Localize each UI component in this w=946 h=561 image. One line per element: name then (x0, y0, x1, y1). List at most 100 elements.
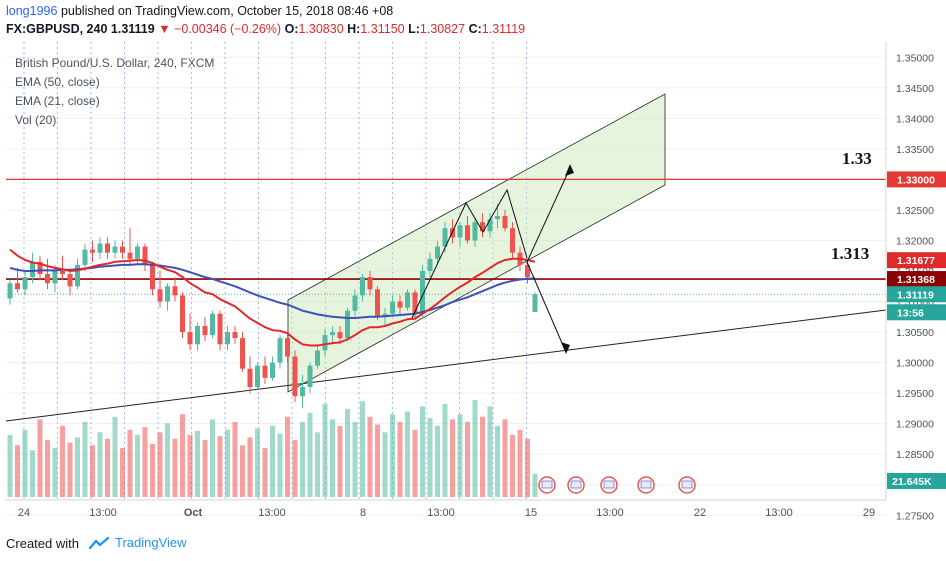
candle-body (112, 246, 118, 253)
open-label: O: (284, 22, 299, 36)
candle-body (397, 301, 403, 308)
volume-bar (255, 428, 260, 497)
close-value: 1.31119 (481, 22, 526, 36)
legend-volume: Vol (20) (15, 113, 57, 127)
volume-bar (150, 443, 155, 497)
flag-glyph-icon (681, 480, 693, 489)
time-tick-label: 13:00 (427, 507, 455, 519)
volume-bar (120, 447, 125, 497)
candle-body (232, 332, 238, 339)
chart-legend: British Pound/U.S. Dollar, 240, FXCM EMA… (15, 54, 214, 130)
low-label: L: (408, 22, 420, 36)
candle-body (435, 246, 440, 259)
candle-body (120, 246, 125, 253)
volume-bar (15, 445, 20, 497)
volume-bar (82, 421, 88, 497)
trend-line-support (5, 309, 887, 422)
volume-bar (532, 473, 538, 497)
high-label: H: (347, 22, 361, 36)
flag-glyph-icon (640, 480, 652, 489)
candle-body (330, 332, 335, 336)
arrow-head-down-icon (561, 342, 570, 354)
volume-bar (345, 409, 350, 497)
volume-bar (465, 421, 470, 497)
candle-body (375, 289, 380, 317)
price-chart[interactable]: 1.35000 1.34500 1.34000 1.33500 1.33000 1.325… (0, 40, 946, 526)
time-tick-label: 8 (360, 507, 366, 519)
volume-bar (75, 437, 80, 497)
flag-glyph-icon (541, 480, 553, 489)
candle-body (142, 246, 148, 265)
time-tick-label: 15 (525, 507, 537, 519)
time-tick-label: 13:00 (258, 507, 286, 519)
price-tick-label: 1.28500 (896, 449, 934, 461)
volume-bar (90, 445, 95, 497)
candle-body (187, 332, 193, 345)
author-link[interactable]: long1996 (6, 4, 58, 18)
volume-bar (60, 425, 65, 497)
volume-bar (517, 429, 523, 497)
candle-body (465, 225, 470, 241)
volume-bar (37, 419, 43, 497)
candle-body (195, 325, 200, 345)
candle-body (67, 274, 73, 287)
candle-body (412, 292, 418, 314)
volume-bar (480, 416, 485, 497)
volume-bar (360, 401, 365, 497)
price-badge (887, 252, 946, 269)
candle-body (247, 368, 253, 388)
arrow-head-up-icon (565, 164, 574, 176)
volume-bar (420, 406, 425, 497)
publish-info: published on TradingView.com, October 15… (60, 4, 394, 18)
volume-bar (105, 438, 110, 497)
last-price: 1.31119 (110, 22, 155, 36)
volume-bar (315, 432, 320, 497)
volume-bar (210, 419, 215, 497)
price-tick-label: 1.27500 (896, 510, 934, 522)
candle-body (37, 261, 43, 275)
flag-glyph-icon (603, 480, 615, 489)
volume-bar (232, 421, 238, 497)
price-tick-label: 1.33500 (896, 144, 934, 156)
volume-bar (270, 425, 275, 497)
volume-bar (67, 442, 73, 497)
candle-body (292, 356, 298, 397)
time-tick-label: 22 (694, 507, 706, 519)
candle-body (105, 243, 110, 253)
volume-bar (382, 432, 388, 497)
open-value: 1.30830 (298, 22, 344, 36)
candle-body (240, 338, 245, 369)
tradingview-link[interactable]: TradingView (88, 535, 187, 550)
legend-ema50: EMA (50, close) (15, 75, 100, 89)
level-annotation: 1.33 (842, 149, 872, 168)
candle-body (225, 332, 230, 345)
candle-body (270, 362, 275, 378)
time-tick-label: 29 (863, 507, 875, 519)
volume-bar (225, 429, 230, 497)
volume-bar (22, 429, 28, 497)
candle-body (285, 338, 290, 357)
price-badge-label: 1.31119 (897, 289, 934, 301)
candle-body (315, 350, 320, 366)
volume-bar (337, 425, 343, 497)
volume-bar (435, 425, 440, 497)
volume-bar (307, 412, 313, 497)
candle-body (172, 286, 178, 296)
tradingview-brand: TradingView (115, 535, 187, 550)
flag-glyph-icon (570, 480, 582, 489)
volume-bar (495, 425, 500, 497)
candle-body (135, 246, 140, 259)
candle-body (300, 387, 305, 397)
candle-body (202, 325, 208, 336)
high-value: 1.31150 (360, 22, 405, 36)
candle-body (127, 252, 133, 259)
price-badge-label: 1.31677 (897, 255, 935, 267)
candle-body (510, 228, 515, 253)
candle-body (390, 301, 395, 314)
price-badge-label: 13:56 (897, 307, 924, 319)
price-tick-label: 1.29500 (896, 388, 934, 400)
candle-body (345, 310, 350, 339)
time-tick-label: Oct (184, 507, 203, 519)
candle-body (52, 271, 58, 284)
candle-body (480, 222, 485, 232)
